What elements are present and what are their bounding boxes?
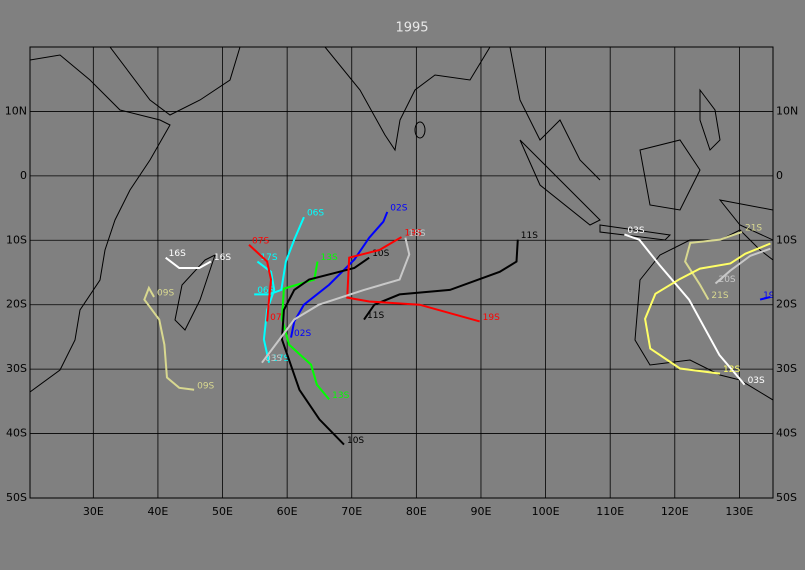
india-coast — [324, 47, 491, 152]
lat-tick-label: 40S — [6, 427, 27, 440]
lon-tick-label: 30E — [83, 505, 104, 518]
lon-tick-label: 80E — [406, 505, 427, 518]
borneo — [639, 139, 701, 211]
storm-label: 13S — [321, 253, 338, 263]
map-frame — [29, 46, 774, 499]
lon-tick-label: 120E — [661, 505, 689, 518]
storm-label: 07S — [252, 236, 269, 246]
storm-label: 03S — [627, 226, 644, 236]
lat-tick-label: 50S — [6, 491, 27, 504]
storm-label: 02S — [390, 203, 407, 213]
storm-track — [684, 230, 743, 301]
storm-label: 12S — [723, 365, 740, 375]
storm-label: 03S — [748, 376, 765, 386]
storm-label: 19S — [763, 291, 780, 301]
storm-label: 17S — [260, 253, 277, 263]
lat-tick-label: 20S — [776, 298, 797, 311]
storm-label: 02S — [294, 329, 311, 339]
africa-coast — [30, 54, 171, 393]
lat-tick-label: 50S — [776, 491, 797, 504]
australia — [634, 229, 773, 401]
storm-track — [165, 256, 212, 269]
arabia-coast — [109, 47, 241, 116]
java — [599, 224, 672, 241]
map-title: 1995 — [395, 21, 428, 36]
storm-label: 19S — [405, 229, 422, 239]
sri-lanka — [414, 121, 426, 139]
asia-coast — [509, 47, 601, 181]
storm-label: 20S — [718, 275, 735, 285]
storm-label: 11S — [521, 231, 538, 241]
lat-tick-label: 0 — [20, 169, 27, 182]
storm-label: 11S — [367, 311, 384, 321]
storm-label: 06S — [257, 286, 274, 296]
storm-label: 03S — [265, 354, 282, 364]
storm-label: 07 — [270, 313, 281, 323]
coastlines — [30, 47, 773, 401]
lon-tick-label: 130E — [725, 505, 753, 518]
storm-label: 21S — [745, 223, 762, 233]
lat-tick-label: 0 — [776, 169, 783, 182]
storm-label: 06S — [307, 209, 324, 219]
storm-track — [644, 242, 771, 375]
storm-track — [714, 247, 771, 285]
storm-label: 10S — [347, 436, 364, 446]
storm-track — [759, 296, 771, 301]
lat-tick-label: 30S — [776, 362, 797, 375]
philippines — [699, 88, 721, 151]
storm-track — [280, 256, 370, 446]
tracks: 02S 02S 06S 06S 17S 17S 07S 07 13S 13S 10S 10S 11S 11… — [143, 203, 780, 446]
lat-tick-label: 30S — [6, 362, 27, 375]
new-guinea — [718, 199, 773, 241]
storm-label: 10S — [372, 249, 389, 259]
storm-label: 16S — [214, 253, 231, 263]
storm-track — [143, 285, 195, 391]
lon-tick-label: 50E — [212, 505, 233, 518]
storm-track — [254, 216, 305, 296]
lat-tick-label: 10S — [776, 233, 797, 246]
lon-tick-label: 40E — [147, 505, 168, 518]
lon-tick-label: 70E — [341, 505, 362, 518]
storm-track — [363, 239, 519, 321]
lon-tick-label: 110E — [596, 505, 624, 518]
storm-label: 09S — [157, 288, 174, 298]
storm-track — [248, 244, 273, 322]
storm-label: 19S — [483, 313, 500, 323]
storm-label: 16S — [169, 249, 186, 259]
lon-tick-label: 90E — [470, 505, 491, 518]
grid — [30, 47, 773, 498]
sumatra — [519, 139, 601, 226]
madagascar — [174, 254, 216, 331]
lat-tick-label: 20S — [6, 298, 27, 311]
storm-label: 13S — [332, 391, 349, 401]
storm-label: 17S — [272, 354, 289, 364]
storm-label: 18S — [408, 229, 425, 239]
storm-track — [346, 236, 480, 323]
lat-tick-label: 40S — [776, 427, 797, 440]
storm-label: 09S — [197, 381, 214, 391]
lon-tick-label: 100E — [532, 505, 560, 518]
lat-tick-label: 10S — [6, 233, 27, 246]
lat-tick-label: 10N — [5, 104, 27, 117]
lat-tick-label: 10N — [776, 104, 798, 117]
storm-track — [261, 237, 411, 364]
lon-tick-label: 60E — [277, 505, 298, 518]
storm-label: 21S — [711, 291, 728, 301]
